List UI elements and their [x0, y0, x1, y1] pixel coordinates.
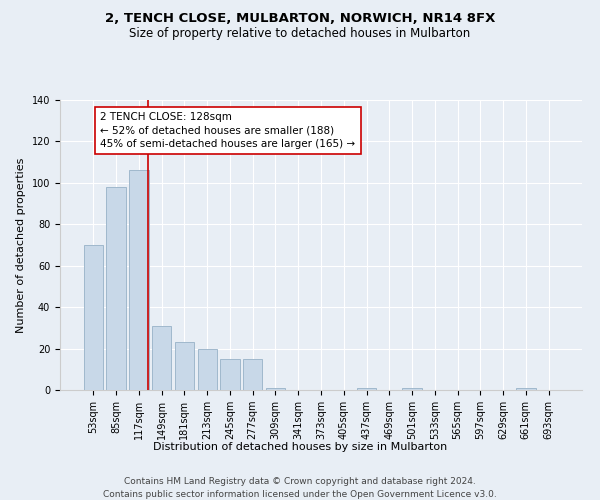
Text: Contains public sector information licensed under the Open Government Licence v3: Contains public sector information licen… — [103, 490, 497, 499]
Bar — [266, 388, 285, 390]
Bar — [403, 388, 422, 390]
Bar — [106, 187, 126, 390]
Text: Size of property relative to detached houses in Mulbarton: Size of property relative to detached ho… — [130, 28, 470, 40]
Text: Distribution of detached houses by size in Mulbarton: Distribution of detached houses by size … — [153, 442, 447, 452]
Bar — [197, 348, 217, 390]
Text: 2, TENCH CLOSE, MULBARTON, NORWICH, NR14 8FX: 2, TENCH CLOSE, MULBARTON, NORWICH, NR14… — [105, 12, 495, 26]
Bar — [152, 326, 172, 390]
Text: 2 TENCH CLOSE: 128sqm
← 52% of detached houses are smaller (188)
45% of semi-det: 2 TENCH CLOSE: 128sqm ← 52% of detached … — [100, 112, 355, 149]
Bar — [220, 359, 239, 390]
Bar — [175, 342, 194, 390]
Bar — [357, 388, 376, 390]
Y-axis label: Number of detached properties: Number of detached properties — [16, 158, 26, 332]
Bar — [129, 170, 149, 390]
Bar — [243, 359, 262, 390]
Bar — [516, 388, 536, 390]
Bar — [84, 245, 103, 390]
Text: Contains HM Land Registry data © Crown copyright and database right 2024.: Contains HM Land Registry data © Crown c… — [124, 478, 476, 486]
